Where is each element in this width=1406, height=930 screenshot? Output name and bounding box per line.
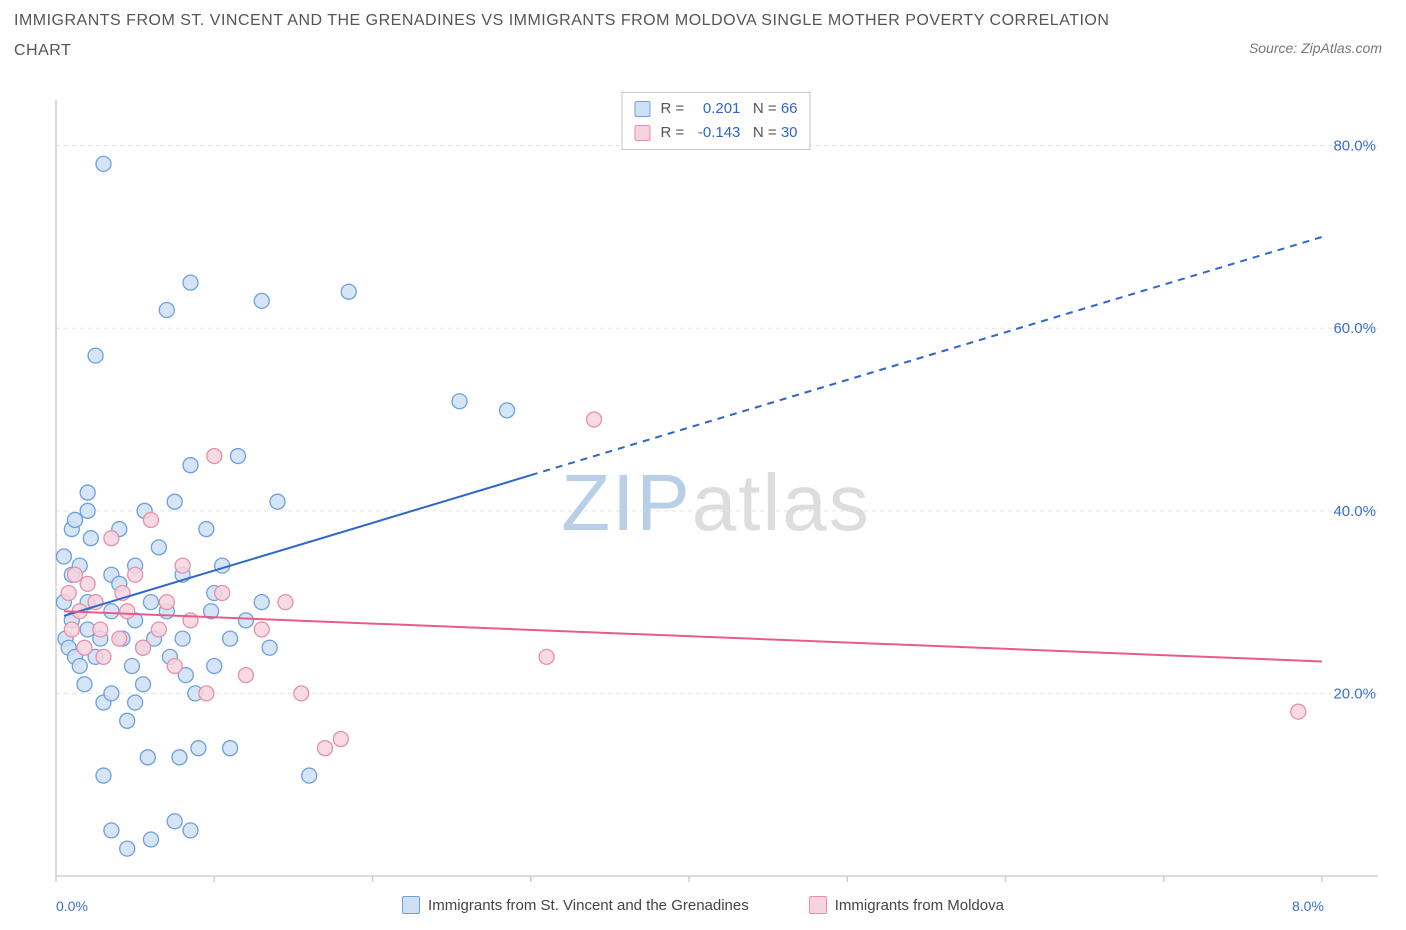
legend-swatch	[634, 101, 650, 117]
correlation-legend-row: R = 0.201 N = 66	[634, 97, 797, 121]
chart-title: IMMIGRANTS FROM ST. VINCENT AND THE GREN…	[14, 6, 1114, 67]
chart-container: IMMIGRANTS FROM ST. VINCENT AND THE GREN…	[0, 0, 1406, 930]
legend-item: Immigrants from Moldova	[809, 896, 1004, 914]
legend-swatch	[402, 896, 420, 914]
plot-area: 20.0%40.0%60.0%80.0% ZIPatlas R = 0.201 …	[50, 92, 1382, 882]
scatter-chart-svg: 20.0% 40.0% 60.0% 80.0%	[50, 92, 1382, 882]
correlation-stats: R = -0.143 N = 30	[660, 121, 797, 145]
svg-text:40.0%: 40.0%	[1333, 503, 1376, 520]
correlation-legend-row: R = -0.143 N = 30	[634, 121, 797, 145]
svg-text:60.0%: 60.0%	[1333, 320, 1376, 337]
svg-text:20.0%: 20.0%	[1333, 685, 1376, 702]
legend-item: Immigrants from St. Vincent and the Gren…	[402, 896, 749, 914]
legend-label: Immigrants from Moldova	[835, 897, 1004, 914]
legend-swatch	[809, 896, 827, 914]
header: IMMIGRANTS FROM ST. VINCENT AND THE GREN…	[14, 6, 1392, 76]
legend-label: Immigrants from St. Vincent and the Gren…	[428, 897, 749, 914]
correlation-stats: R = 0.201 N = 66	[660, 97, 797, 121]
source-attribution: Source: ZipAtlas.com	[1249, 40, 1382, 56]
legend-swatch	[634, 125, 650, 141]
svg-text:80.0%: 80.0%	[1333, 138, 1376, 155]
correlation-legend: R = 0.201 N = 66R = -0.143 N = 30	[621, 92, 810, 150]
series-legend: Immigrants from St. Vincent and the Gren…	[0, 890, 1406, 920]
